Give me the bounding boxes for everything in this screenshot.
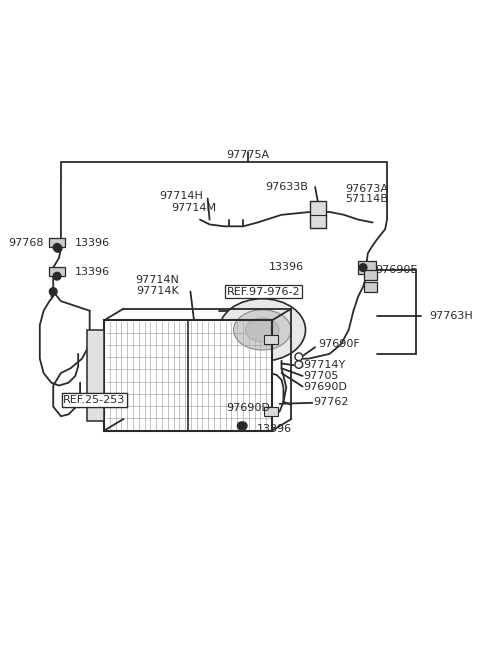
Text: 97714M: 97714M [171, 203, 216, 213]
Bar [364, 282, 377, 291]
Circle shape [240, 422, 247, 430]
Bar [104, 320, 272, 430]
Text: 57114B: 57114B [345, 194, 388, 205]
Text: 97714N: 97714N [135, 275, 179, 285]
Text: 13396: 13396 [75, 237, 110, 247]
Circle shape [53, 243, 61, 251]
Text: 97633B: 97633B [265, 182, 308, 192]
Bar [264, 407, 278, 417]
Bar [358, 261, 375, 274]
Circle shape [295, 353, 302, 361]
Circle shape [49, 288, 57, 295]
Text: 97690E: 97690E [375, 266, 418, 276]
Text: REF.25-253: REF.25-253 [63, 395, 126, 405]
Ellipse shape [234, 310, 291, 350]
Bar [49, 266, 65, 276]
Circle shape [359, 264, 367, 272]
Text: 97775A: 97775A [227, 150, 269, 160]
Circle shape [54, 245, 62, 252]
Circle shape [53, 272, 61, 280]
Bar [310, 201, 325, 228]
Text: REF.97-976-2: REF.97-976-2 [227, 287, 300, 297]
Text: 97690F: 97690F [318, 339, 360, 349]
Text: 97714K: 97714K [136, 285, 179, 296]
Text: 13396: 13396 [268, 262, 303, 272]
Text: REF.25-253: REF.25-253 [63, 395, 126, 405]
Bar [49, 238, 65, 247]
Text: 13396: 13396 [257, 424, 292, 434]
Text: 97763H: 97763H [429, 312, 473, 321]
Text: 97714Y: 97714Y [303, 360, 346, 371]
Text: 97768: 97768 [8, 237, 44, 247]
Bar [87, 330, 104, 421]
Ellipse shape [246, 318, 279, 342]
Circle shape [238, 422, 245, 430]
Text: 97705: 97705 [303, 371, 339, 381]
Text: 13396: 13396 [75, 268, 110, 277]
Bar [264, 335, 278, 344]
Ellipse shape [219, 298, 305, 361]
Bar [364, 270, 377, 280]
Circle shape [295, 361, 302, 368]
Text: 97714H: 97714H [159, 191, 203, 201]
Text: 97762: 97762 [313, 397, 348, 407]
Text: 97690D: 97690D [226, 403, 270, 413]
Text: 97673A: 97673A [345, 184, 388, 194]
Text: 97690D: 97690D [303, 382, 348, 392]
